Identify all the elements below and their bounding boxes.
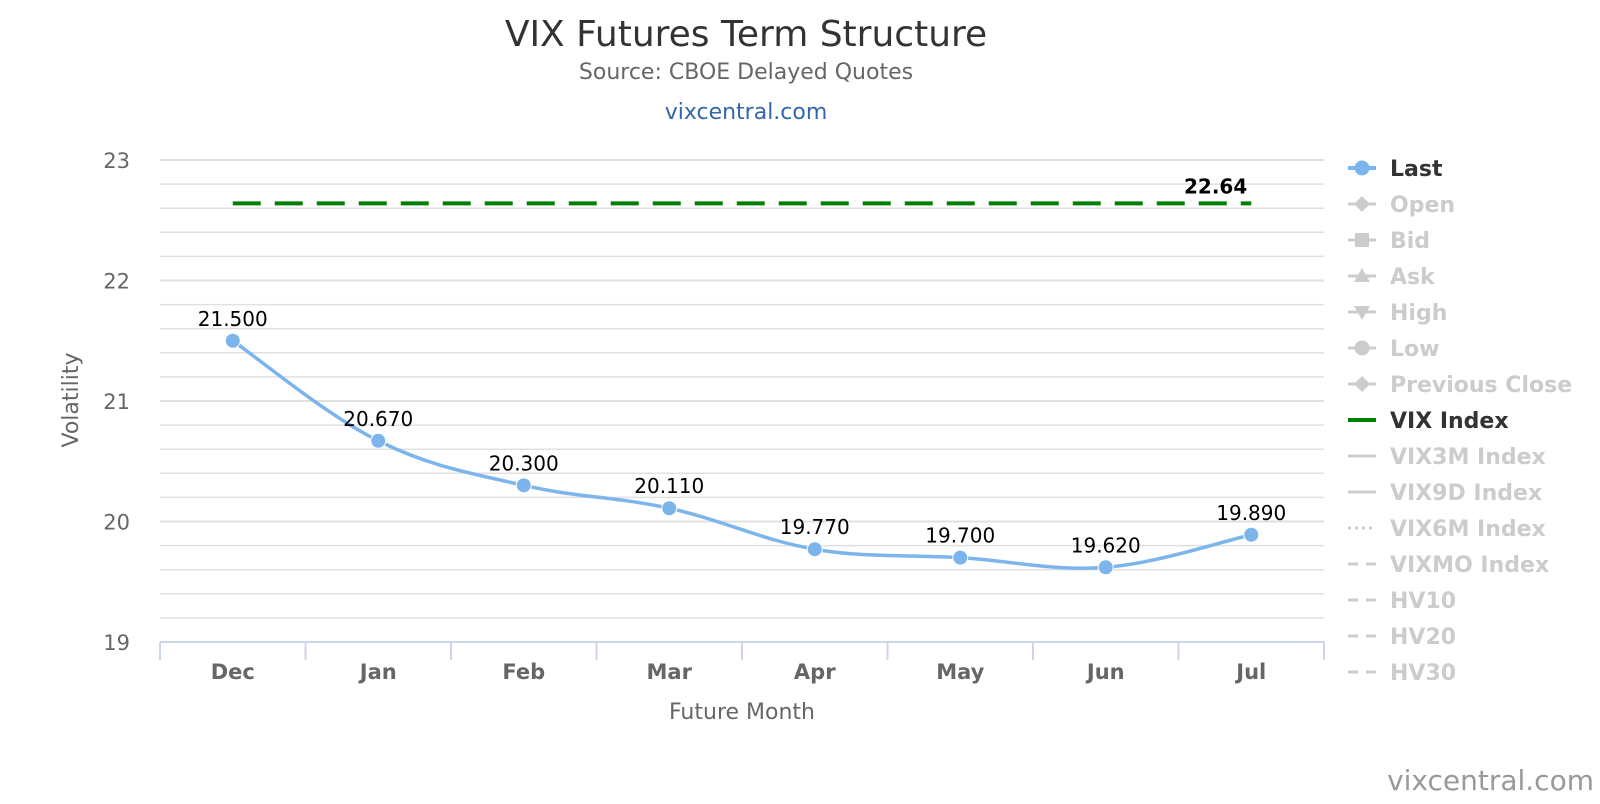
legend-item-vixmo-index[interactable]: VIXMO Index [1348,553,1549,578]
legend-item-open[interactable]: Open [1348,193,1455,218]
last-series-point [370,432,387,449]
data-label: 21.500 [198,307,268,331]
y-tick-label: 20 [103,511,130,535]
last-series-point [224,332,241,349]
legend-item-bid[interactable]: Bid [1348,229,1430,254]
y-tick-label: 21 [103,390,130,414]
legend-label: VIX6M Index [1390,517,1546,542]
legend-marker [1354,306,1370,320]
x-tick-label: Jul [1234,660,1266,684]
data-label: 19.890 [1216,501,1286,525]
legend-label: Last [1390,157,1443,182]
chart-title: VIX Futures Term Structure [505,14,987,55]
legend-label: Low [1390,337,1439,362]
chart-subtitle: Source: CBOE Delayed Quotes [579,60,913,85]
last-series-point [661,500,678,517]
last-series-point [1243,526,1260,543]
x-axis-title: Future Month [669,700,815,725]
data-label: 20.300 [489,451,559,475]
data-label: 20.110 [634,474,704,498]
last-series-point [1097,559,1114,576]
y-axis: 19 20 21 22 23 [103,149,130,655]
y-tick-label: 22 [103,270,130,294]
x-tick-label: Jun [1085,660,1125,684]
legend-marker [1355,233,1369,247]
legend-item-vix6m-index[interactable]: VIX6M Index [1348,517,1546,542]
legend-label: VIX3M Index [1390,445,1546,470]
x-tick-label: Feb [502,660,545,684]
x-tick-label: Dec [211,660,255,684]
legend-marker [1354,340,1370,356]
x-tick-label: May [936,660,984,684]
last-series-point [952,549,969,566]
legend-label: Bid [1390,229,1430,254]
legend-marker [1354,268,1370,282]
legend-item-hv10[interactable]: HV10 [1348,589,1456,614]
x-tick-label: Apr [794,660,836,684]
legend-item-hv30[interactable]: HV30 [1348,661,1456,686]
legend-item-ask[interactable]: Ask [1348,265,1436,290]
legend-label: VIX9D Index [1390,481,1542,506]
x-axis: Dec Jan Feb Mar Apr May Jun Jul [159,641,1325,684]
legend-item-hv20[interactable]: HV20 [1348,625,1456,650]
last-series-point [806,541,823,558]
plot-series: 22.64 21.500 20.670 20.300 20.110 19.770 19.70… [198,174,1286,576]
last-series-line [231,339,1252,570]
y-tick-label: 23 [103,149,130,173]
legend-marker [1354,196,1370,212]
y-axis-title: Volatility [59,352,84,447]
legend-item-vix3m-index[interactable]: VIX3M Index [1348,445,1546,470]
legend-item-previous-close[interactable]: Previous Close [1348,373,1572,398]
site-link[interactable]: vixcentral.com [665,100,828,125]
x-tick-label: Jan [358,660,397,684]
legend-label: VIXMO Index [1390,553,1549,578]
data-label: 20.670 [343,407,413,431]
legend-label: Ask [1390,265,1436,290]
legend-label: HV30 [1390,661,1456,686]
legend-label: HV10 [1390,589,1456,614]
legend-label: HV20 [1390,625,1456,650]
grid-lines [160,159,1324,619]
x-tick-label: Mar [647,660,693,684]
legend-label: Previous Close [1390,373,1572,398]
last-series-point [515,477,532,494]
data-label: 19.620 [1071,533,1141,557]
data-label: 19.700 [925,524,995,548]
legend-marker [1354,376,1370,392]
legend-label: Open [1390,193,1455,218]
legend-item-vix9d-index[interactable]: VIX9D Index [1348,481,1542,506]
legend-item-last[interactable]: Last [1348,157,1443,182]
legend-label: High [1390,301,1447,326]
legend-item-low[interactable]: Low [1348,337,1439,362]
data-label: 19.770 [780,515,850,539]
legend-item-vix-index[interactable]: VIX Index [1348,409,1509,434]
legend-marker [1354,160,1370,176]
legend-item-high[interactable]: High [1348,301,1447,326]
vix-index-label: 22.64 [1184,174,1247,198]
legend-label: VIX Index [1390,409,1509,434]
watermark: vixcentral.com [1387,764,1594,797]
y-tick-label: 19 [103,631,130,655]
legend: Last Open Bid Ask High Low Previous Close VIX I… [1348,157,1572,686]
